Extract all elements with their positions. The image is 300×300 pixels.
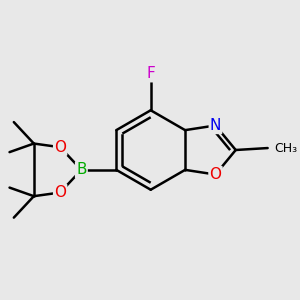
Text: B: B xyxy=(76,162,87,177)
Text: O: O xyxy=(209,167,221,182)
Text: F: F xyxy=(146,66,155,81)
Text: O: O xyxy=(54,185,66,200)
Text: N: N xyxy=(210,118,221,133)
Text: O: O xyxy=(54,140,66,155)
Text: CH₃: CH₃ xyxy=(274,142,298,154)
